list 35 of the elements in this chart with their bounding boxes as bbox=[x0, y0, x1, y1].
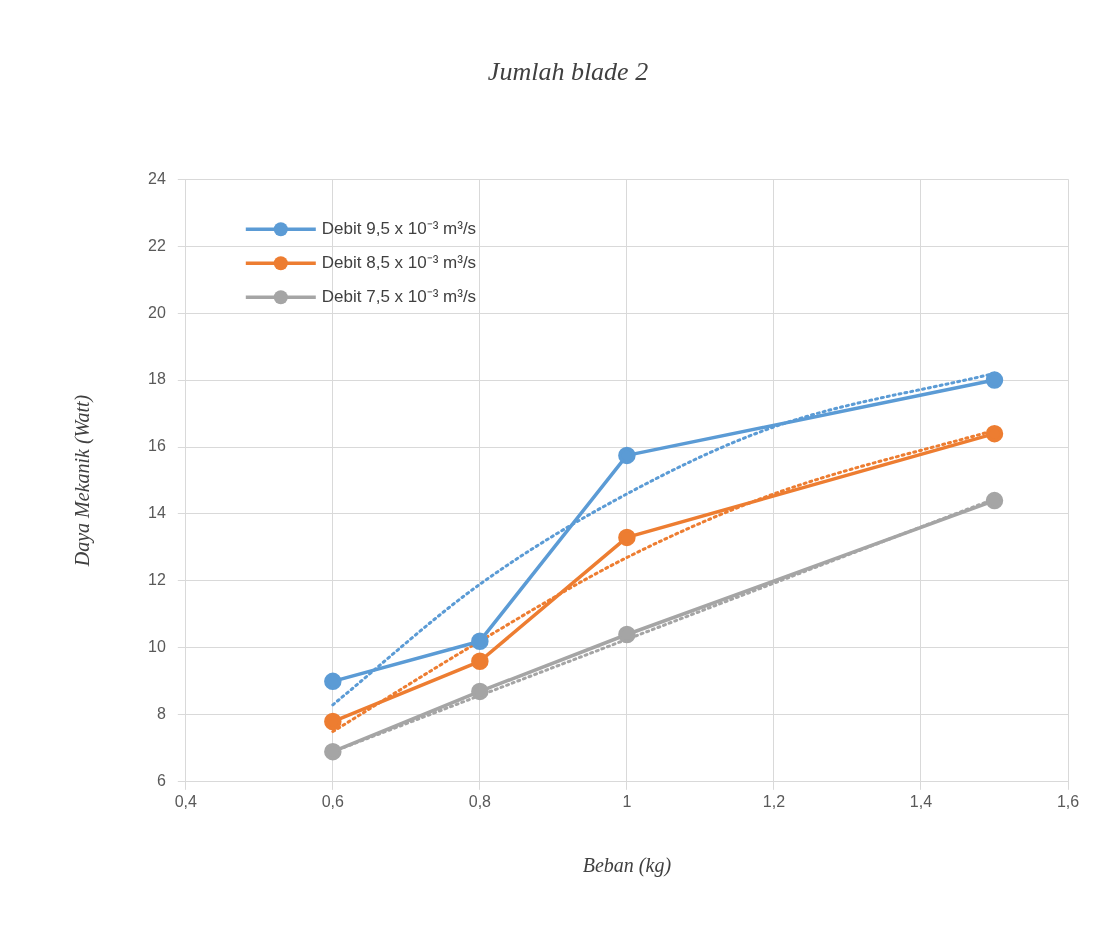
point bbox=[324, 672, 342, 691]
y-tick-label: 8 bbox=[156, 705, 166, 723]
x-tick-label: 0,4 bbox=[174, 792, 198, 810]
point bbox=[471, 682, 489, 701]
x-tick-label: 0,8 bbox=[468, 792, 492, 810]
y-tick-label: 22 bbox=[148, 236, 166, 254]
x-tick-label: 1 bbox=[622, 792, 632, 810]
y-tick-label: 20 bbox=[148, 303, 166, 321]
point bbox=[985, 491, 1004, 510]
y-tick-label: 14 bbox=[148, 504, 166, 522]
point bbox=[471, 632, 489, 650]
point bbox=[618, 625, 636, 644]
point bbox=[618, 446, 636, 465]
x-tick-label: 1,6 bbox=[1056, 792, 1080, 810]
x-tick-label: 1,2 bbox=[762, 792, 786, 810]
legend-label: Debit 8,5 x 10⁻³ m³/s bbox=[321, 252, 477, 272]
point bbox=[324, 712, 342, 731]
y-axis-title: Daya Mekanik (Watt) bbox=[71, 394, 95, 568]
y-tick-label: 18 bbox=[148, 370, 166, 388]
y-tick-label: 16 bbox=[148, 437, 166, 455]
x-axis-title: Beban (kg) bbox=[582, 854, 672, 878]
y-tick-label: 10 bbox=[148, 638, 166, 656]
x-tick-label: 0,6 bbox=[321, 792, 345, 810]
legend-label: Debit 9,5 x 10⁻³ m³/s bbox=[321, 218, 477, 238]
legend-label: Debit 7,5 x 10⁻³ m³/s bbox=[321, 286, 477, 306]
point bbox=[985, 424, 1004, 443]
x-tick-label: 1,4 bbox=[909, 792, 933, 810]
y-tick-label: 24 bbox=[148, 169, 166, 187]
point bbox=[324, 742, 342, 761]
point bbox=[985, 371, 1004, 389]
point bbox=[471, 652, 489, 671]
y-tick-label: 12 bbox=[148, 571, 166, 589]
y-tick-label: 6 bbox=[156, 772, 166, 790]
point bbox=[618, 528, 636, 547]
chart-title: Jumlah blade 2 bbox=[487, 57, 649, 87]
